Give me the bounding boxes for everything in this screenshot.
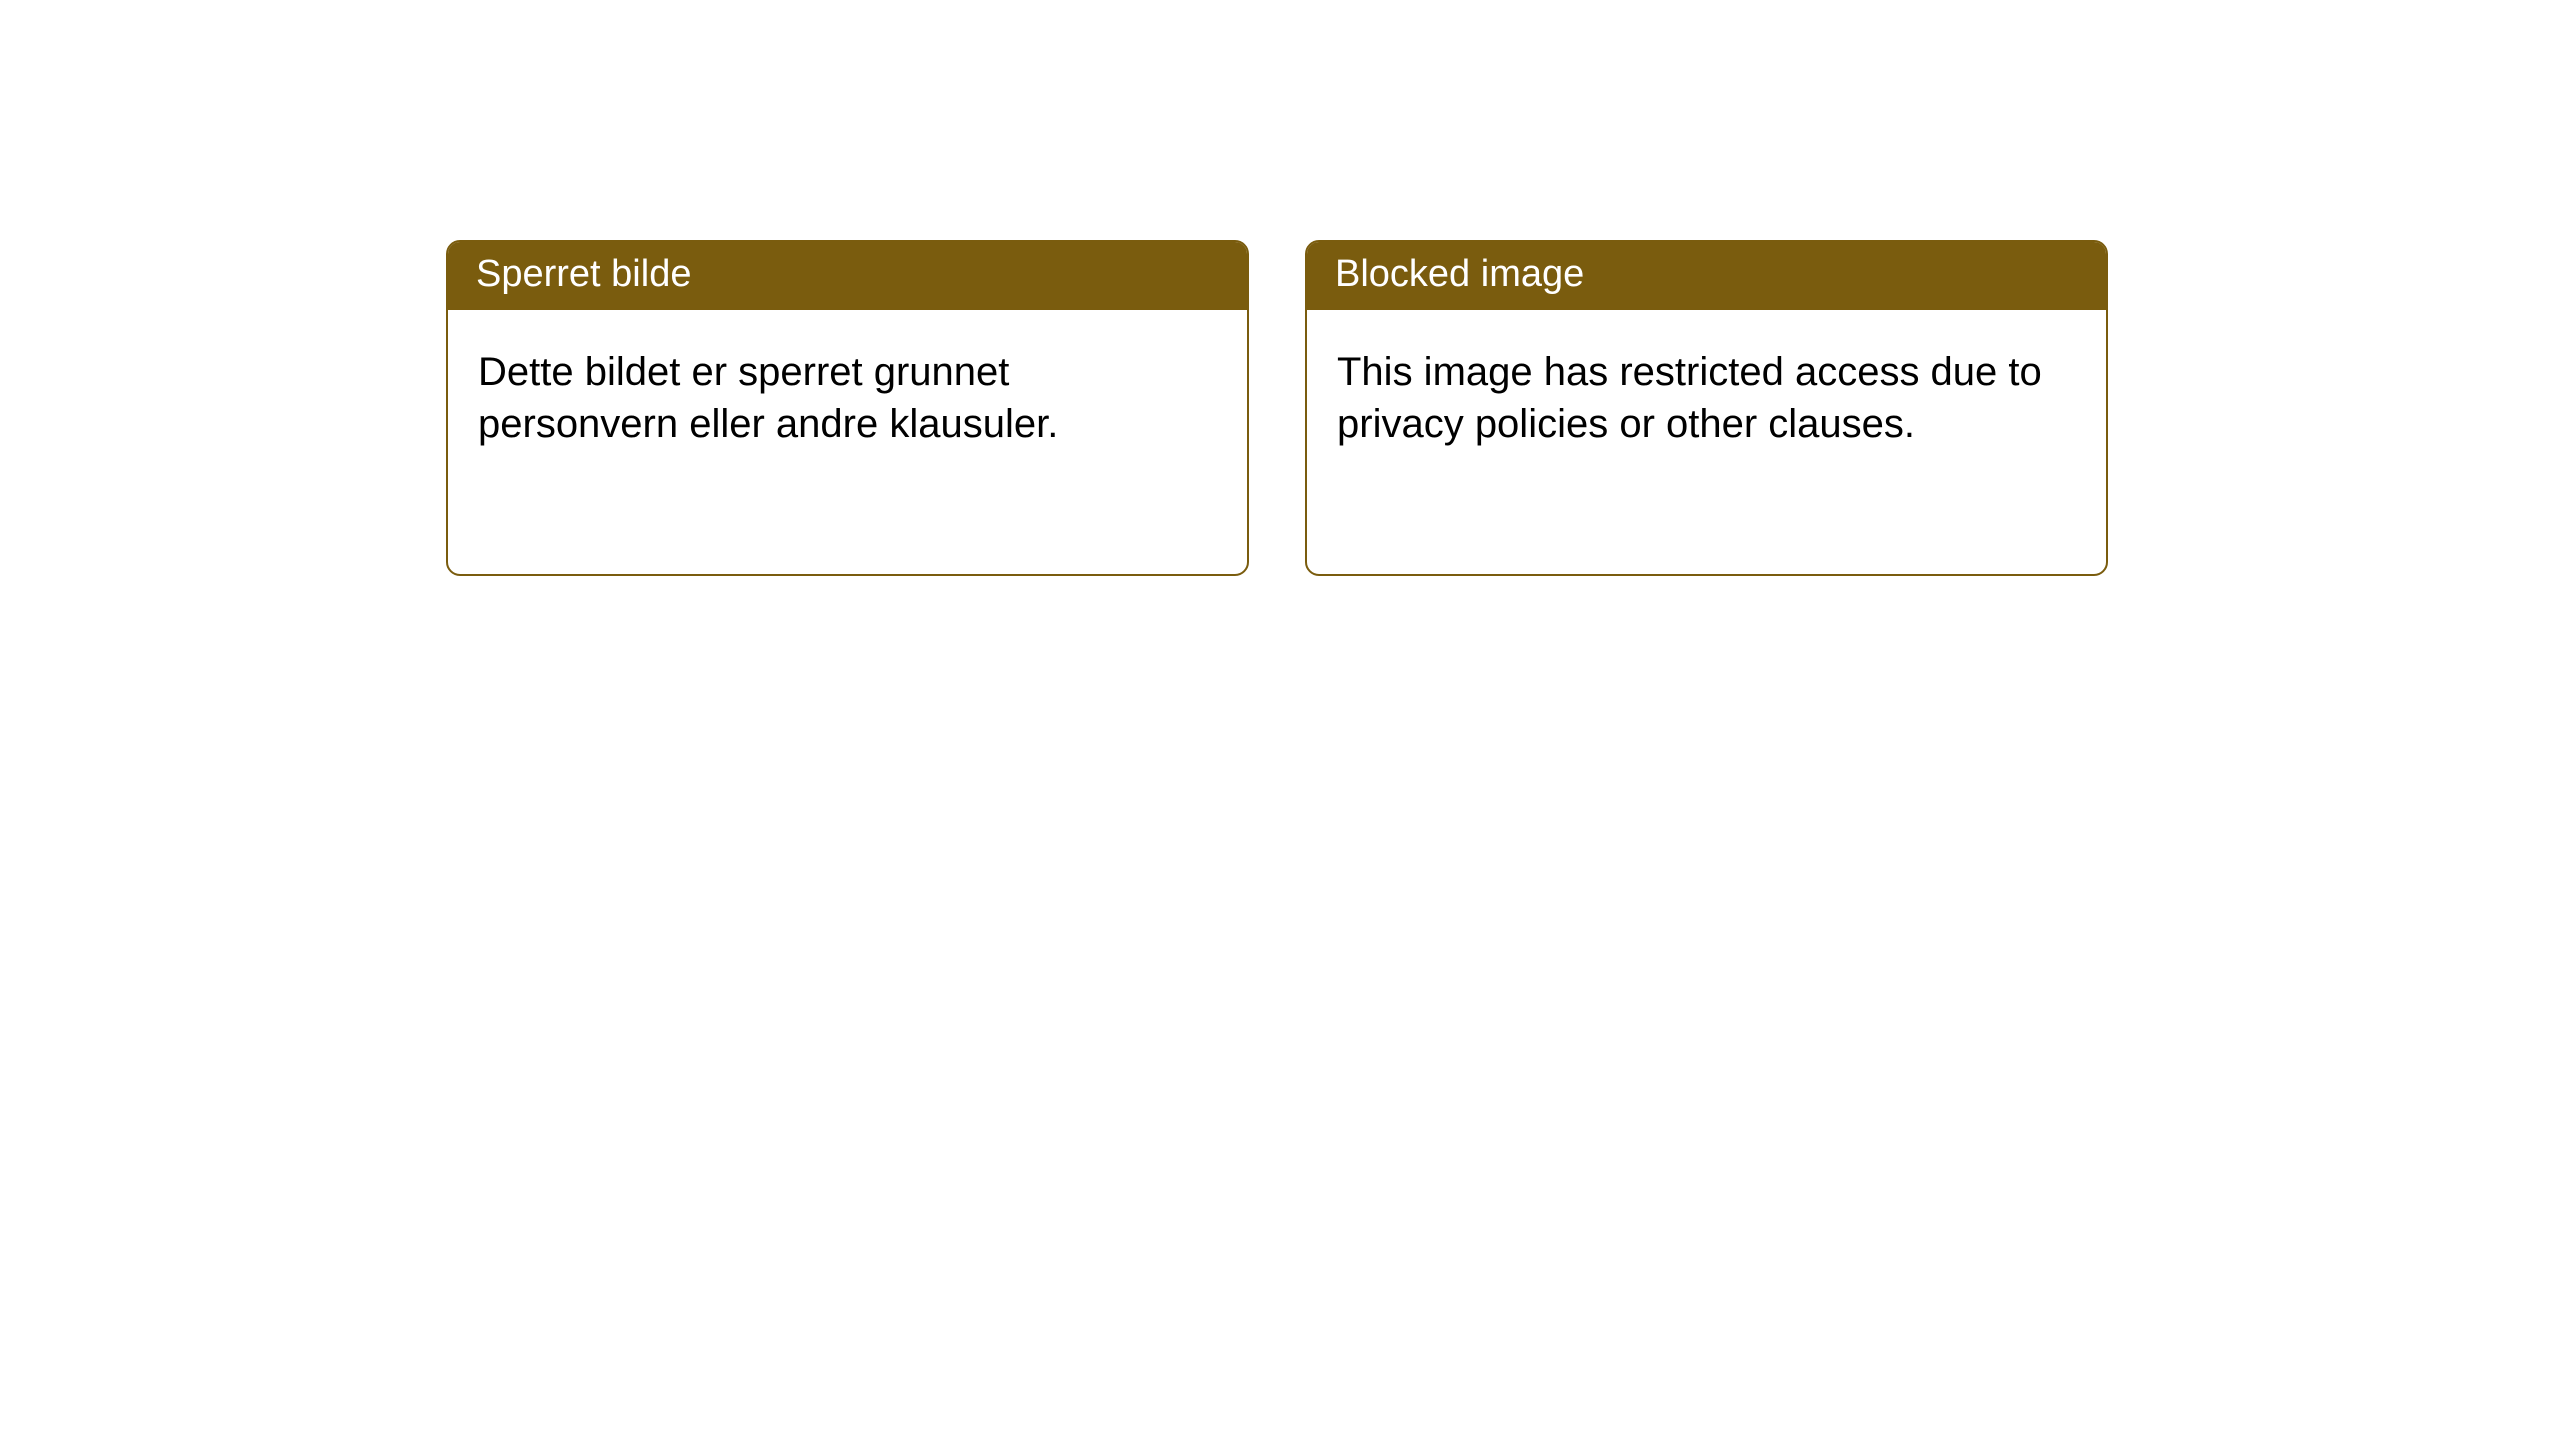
blocked-image-card-english: Blocked image This image has restricted … bbox=[1305, 240, 2108, 576]
card-body-english: This image has restricted access due to … bbox=[1307, 310, 2106, 470]
card-body-norwegian: Dette bildet er sperret grunnet personve… bbox=[448, 310, 1247, 470]
blocked-image-card-norwegian: Sperret bilde Dette bildet er sperret gr… bbox=[446, 240, 1249, 576]
card-header-english: Blocked image bbox=[1307, 242, 2106, 310]
notice-container: Sperret bilde Dette bildet er sperret gr… bbox=[0, 0, 2560, 576]
card-header-norwegian: Sperret bilde bbox=[448, 242, 1247, 310]
